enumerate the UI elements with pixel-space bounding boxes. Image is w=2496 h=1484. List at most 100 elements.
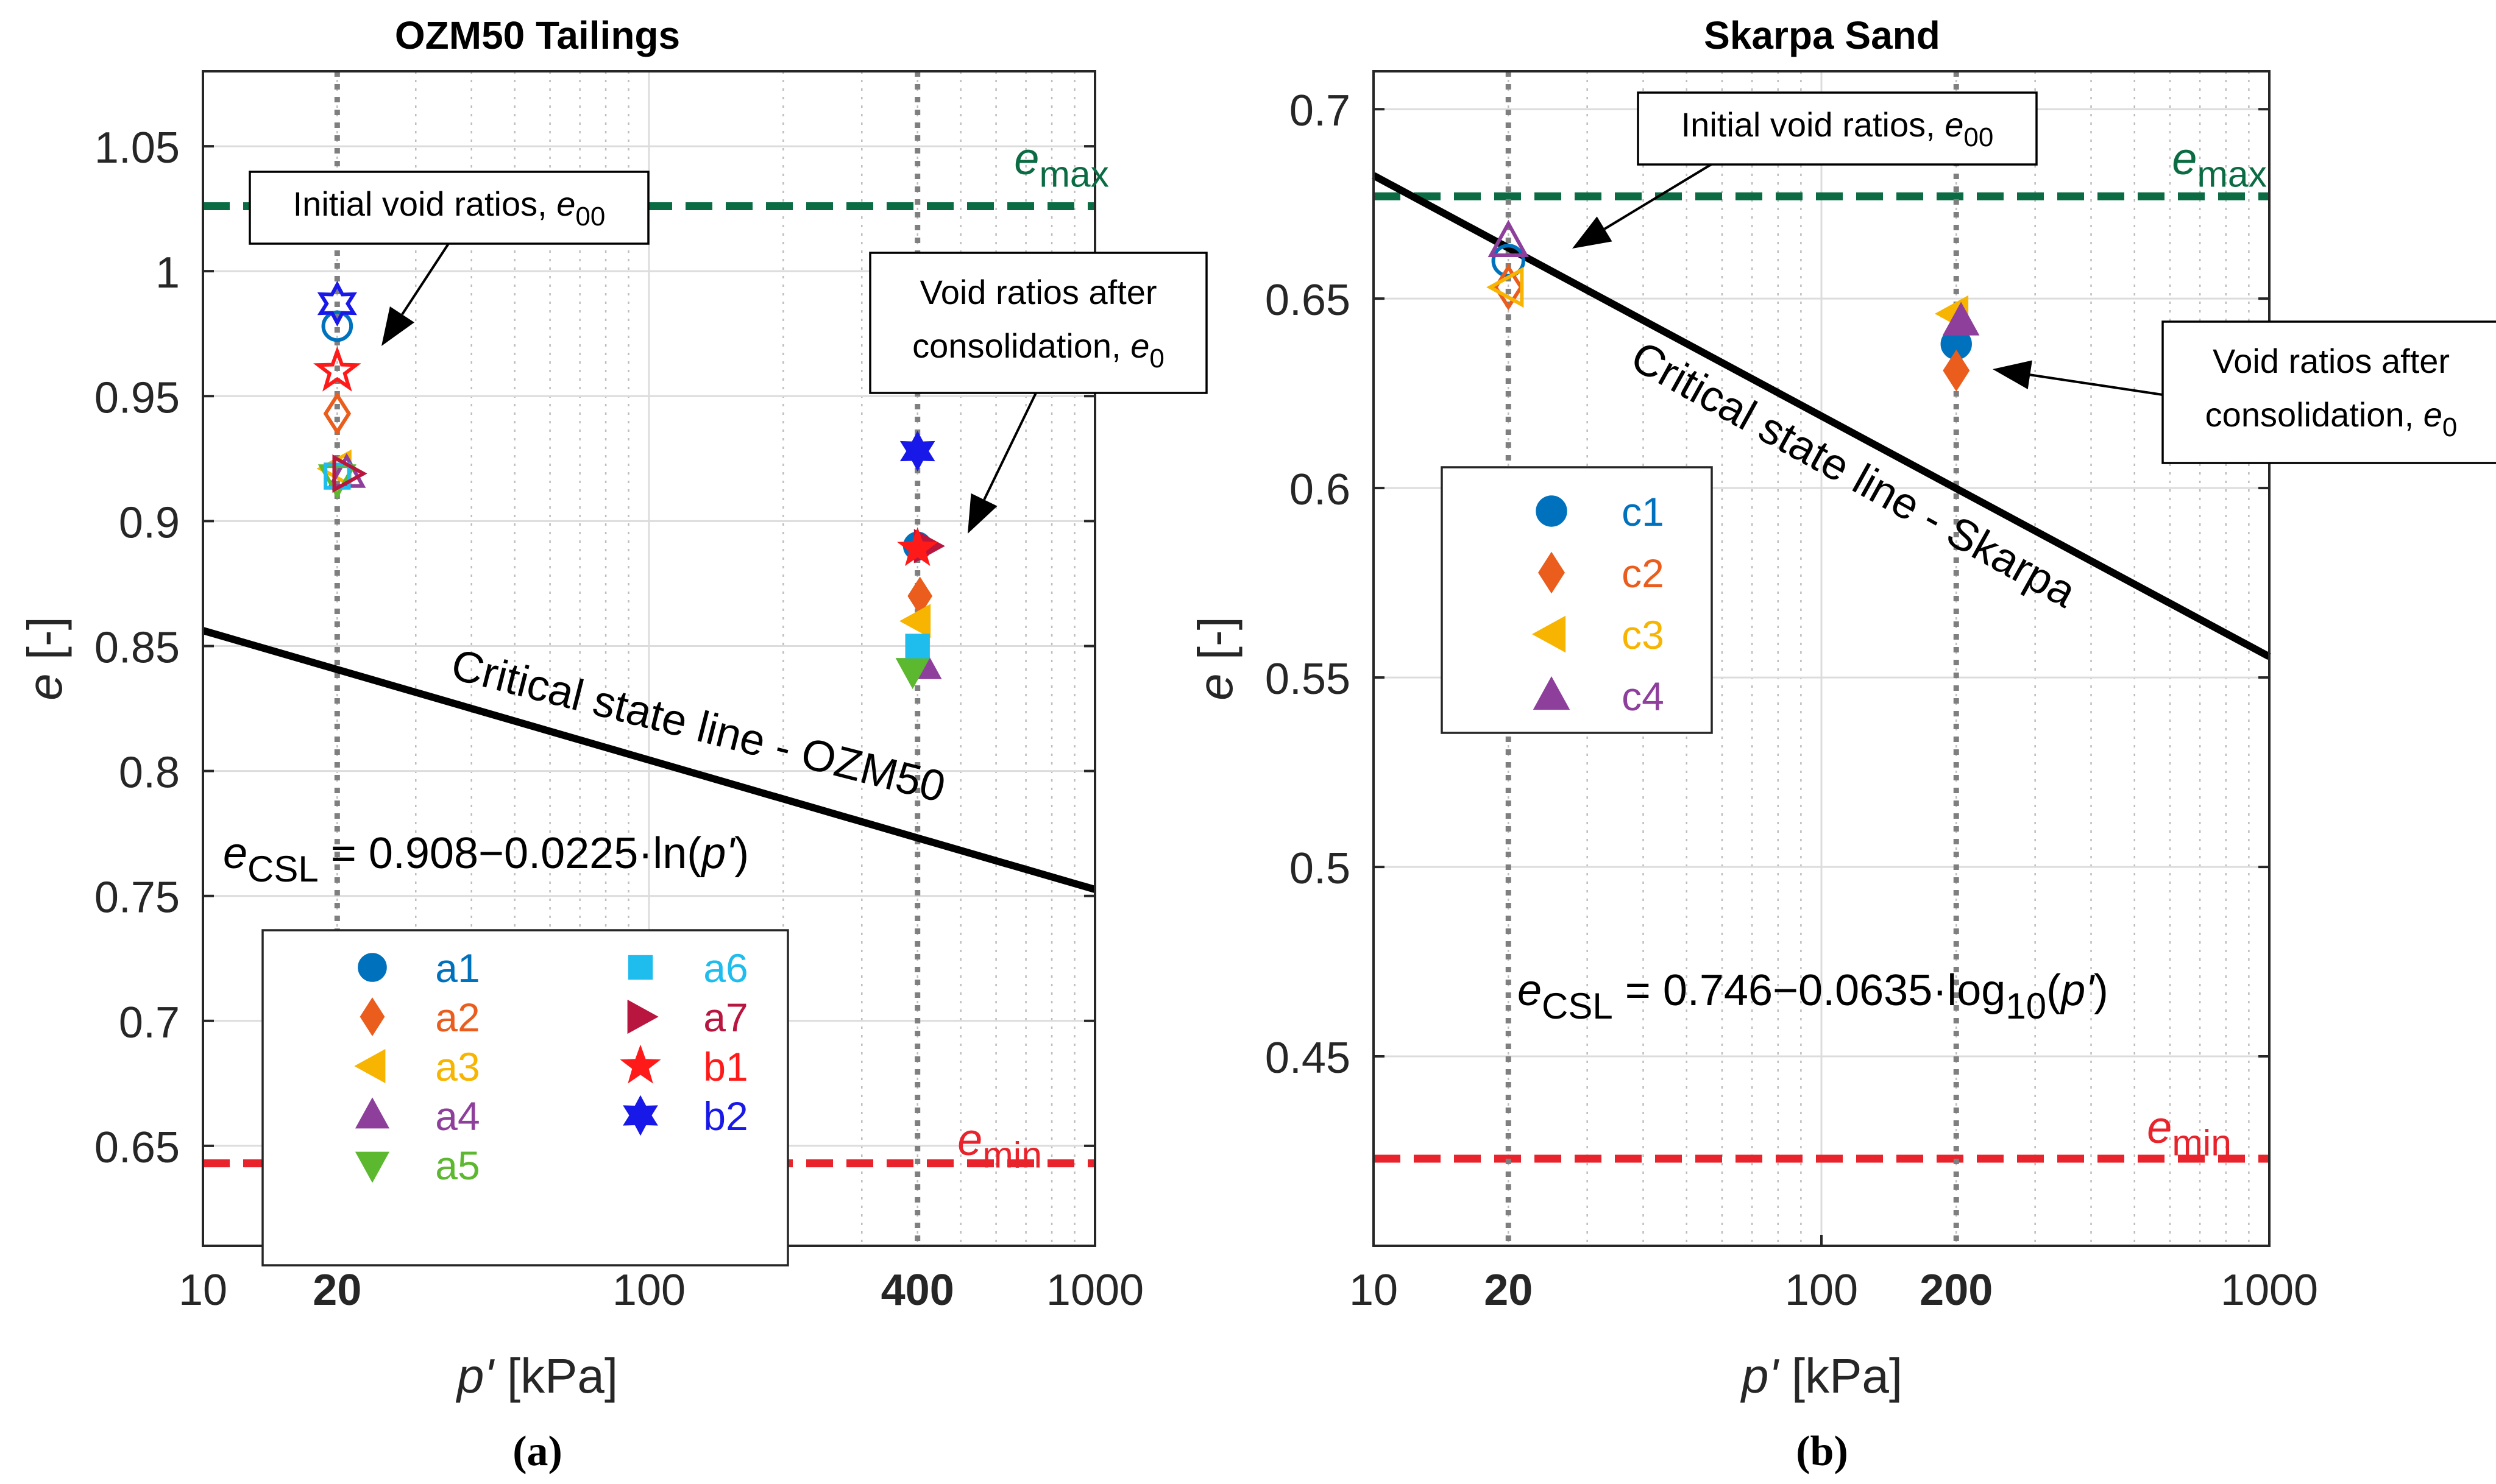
y-tick-label: 0.7 [119,998,180,1047]
legend-marker-a6 [628,955,653,980]
y-tick-label: 0.75 [94,874,180,922]
tick-labels-a: 0.65 0.7 0.75 0.8 0.85 0.9 0.95 1 1.05 10 100 1000 2… [94,124,1144,1315]
annotation-arrow-line [2030,373,2163,396]
legend-label-c3: c3 [1622,612,1664,657]
csl-equation: eCSL = 0.908−0.0225·ln(p') [223,829,749,889]
x-tick-label: 100 [612,1266,686,1315]
annotation-symbol: e [2423,395,2442,434]
annotation-box [249,171,650,245]
eq-close: ) [2094,966,2108,1015]
y-axis-label: e [-] [1188,617,1243,701]
subcaption: (a) [512,1428,562,1475]
e-subscript: max [2197,154,2267,195]
marker-initial-b1 [313,345,361,392]
legend-marker-c1 [1536,495,1567,527]
annotation-arrow-line [401,242,450,316]
legend-label-a7: a7 [703,995,748,1040]
annotation-box [2161,320,2496,464]
legend-label-c4: c4 [1622,674,1664,719]
legend-marker-b2 [623,1095,658,1136]
y-tick-label: 0.55 [1265,655,1350,704]
legend-marker-c2 [1538,551,1565,594]
eq-lhs-sub: CSL [1542,986,1613,1026]
legend-box [1441,466,1713,734]
legend-marker-b1 [620,1044,661,1084]
e-max-label: emax [1014,133,1109,195]
legend-b: c1 c2 c3 c4 [1441,466,1713,734]
annotation-box [869,252,1208,394]
marker-consolidated-c2 [1943,349,1970,392]
annotation-text: Initial void ratios, e00 [1681,105,1994,152]
e-symbol: e [1014,133,1039,184]
x-tick-label: 10 [179,1266,227,1315]
annotation-arrowhead [381,306,414,346]
legend-label-a2: a2 [435,995,480,1040]
annotations-b: Initial void ratios, e00 Void ratios afte… [1572,91,2496,464]
y-tick-label: 0.5 [1289,844,1350,893]
legend-marker-c4 [1533,676,1570,710]
markers-b [1486,219,1980,392]
marker-consolidated-a3 [899,604,931,638]
subcaption: (b) [1796,1428,1848,1475]
annotation-line2: consolidation, e0 [2205,395,2458,442]
annotation-main: consolidation, [912,327,1130,365]
e-symbol: e [2147,1102,2172,1153]
y-tick-label: 0.8 [119,749,180,797]
y-tick-label: 0.95 [94,373,180,422]
x-tick-label: 10 [1349,1266,1398,1315]
x-axis-label: p' [kPa] [456,1349,618,1403]
y-tick-label: 1 [155,249,180,297]
eq-lhs-sub: CSL [247,849,319,889]
legend-marker-c3 [1532,615,1566,653]
legend-label-a1: a1 [435,945,480,991]
x-tick-label-bold: 20 [313,1266,361,1315]
marker-initial-c3 [1486,266,1524,308]
eq-var: p' [700,829,736,878]
legend-label-a5: a5 [435,1143,480,1188]
legend-marker-a1 [358,953,387,982]
annotation-line1: Void ratios after [2213,342,2450,380]
marker-consolidated-b1 [897,527,938,567]
marker-initial-a2 [323,392,352,436]
x-tick-label: 1000 [2221,1266,2318,1315]
annotation-symbol: e [1945,105,1963,144]
x-label-unit: [kPa] [494,1349,619,1403]
chart-title: Skarpa Sand [1704,13,1940,57]
marker-consolidated-b2 [899,431,935,472]
x-axis-label: p' [kPa] [1740,1349,1902,1403]
panel-ozm50: 0.65 0.7 0.75 0.8 0.85 0.9 0.95 1 1.05 10 100 1000 2… [18,13,1208,1475]
csl-equation: eCSL = 0.746−0.0635·log10(p') [1517,966,2108,1026]
e-subscript: min [2172,1122,2232,1164]
marker-initial-a7 [332,454,367,493]
annotation-symbol: e [556,185,575,223]
eq-rhs: = 0.908−0.0225·ln( [319,829,702,878]
eq-close: ) [734,829,749,878]
annotation-line2: consolidation, e0 [912,327,1165,373]
x-label-unit: [kPa] [1778,1349,1903,1403]
annotation-arrow-line [1604,163,1712,230]
legend-label-c2: c2 [1622,551,1664,596]
y-axis-label: e [-] [18,617,72,701]
legend-box [261,929,789,1267]
eq-lhs: e [223,829,247,878]
chart-title: OZM50 Tailings [395,13,680,57]
x-label-var: p' [456,1349,495,1403]
annotation-main: Initial void ratios, [293,185,557,223]
legend-marker-a7 [627,999,659,1034]
y-tick-label: 0.9 [119,498,180,547]
annotation-line1: Void ratios after [920,273,1157,311]
annotation-arrowhead [1993,360,2032,389]
x-tick-label: 1000 [1046,1266,1144,1315]
x-tick-label: 100 [1785,1266,1858,1315]
eq-lhs: e [1517,966,1542,1015]
y-label-unit: [-] [18,617,72,673]
eq-rhs-sub: 10 [2005,986,2046,1026]
marker-consolidated-a5 [895,658,930,690]
y-tick-label: 0.65 [1265,276,1350,325]
legend-label-b1: b1 [703,1044,748,1089]
legend-marker-a2 [360,997,385,1036]
